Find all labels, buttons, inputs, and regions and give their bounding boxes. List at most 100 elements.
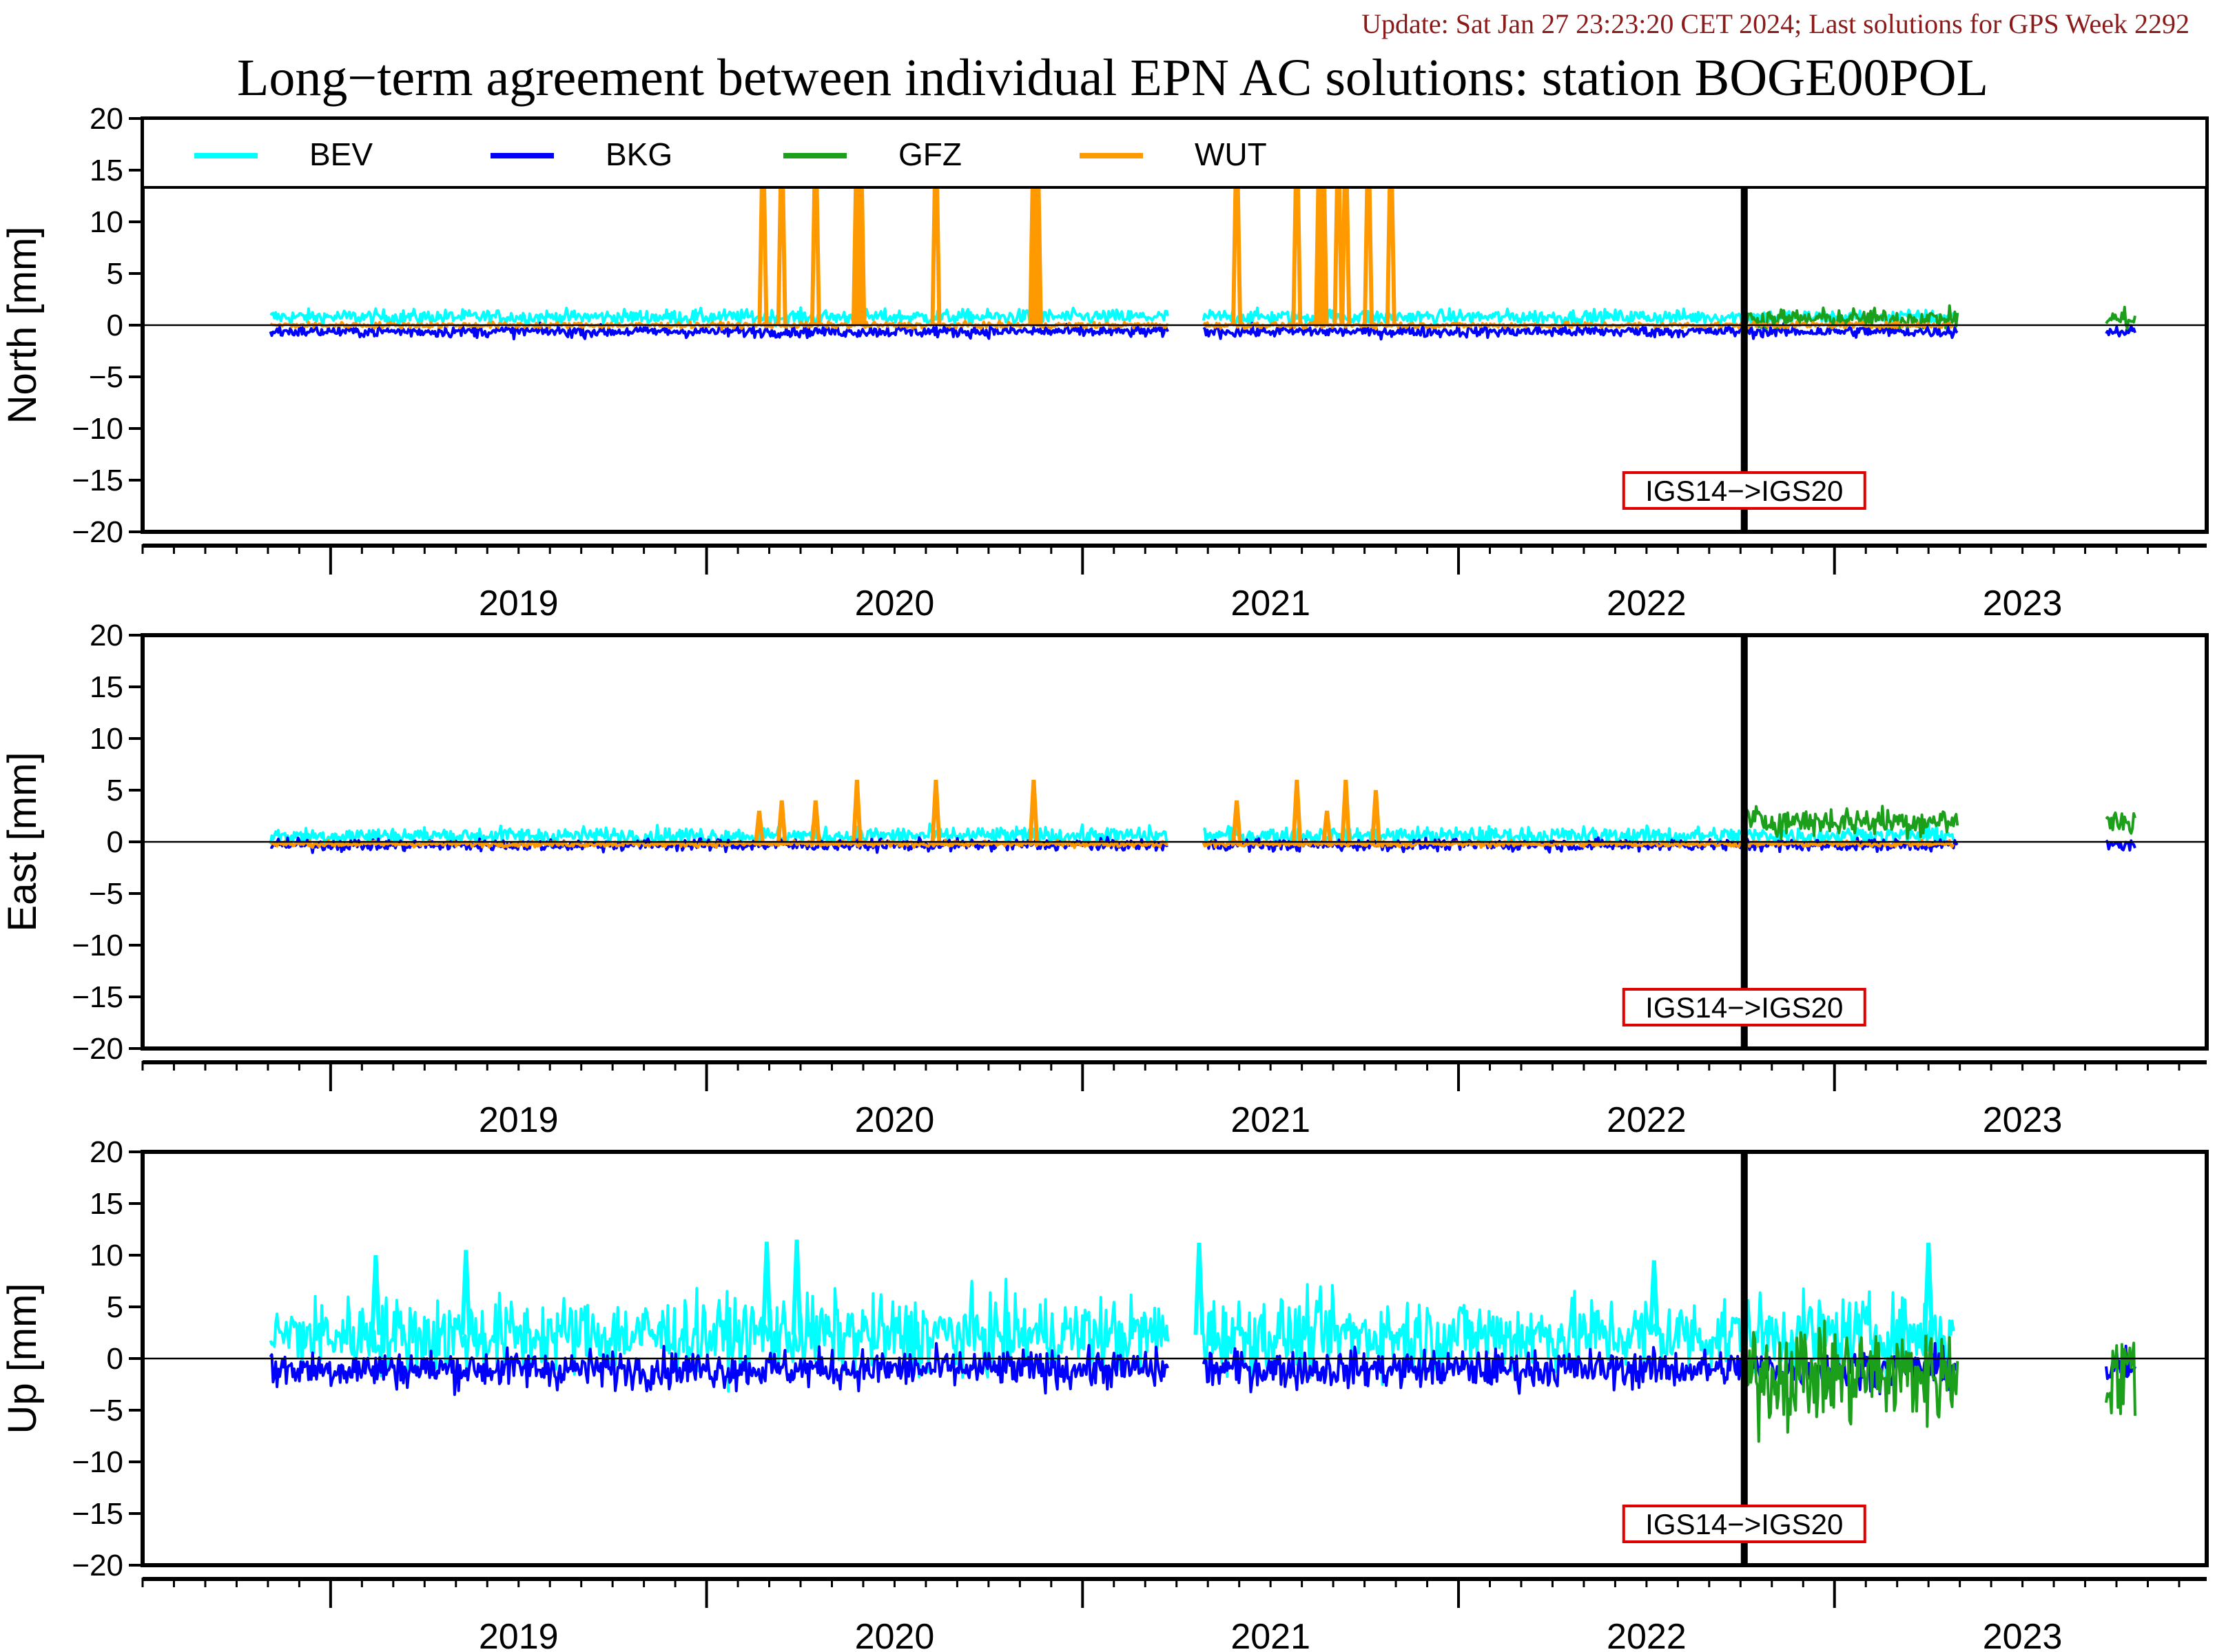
frame-change-box	[1622, 988, 1866, 1026]
x-tick-label: 2019	[479, 1617, 559, 1652]
spike-wut-10	[1370, 789, 1381, 845]
x-tick-label: 2023	[1983, 1100, 2063, 1140]
y-tick-label: 5	[107, 774, 123, 807]
y-tick-label: −15	[72, 464, 123, 497]
spike-wut-4	[855, 118, 867, 326]
frame-change-box	[1622, 1505, 1866, 1543]
spike-bev-1	[460, 1250, 472, 1335]
frame-change-label: IGS14−>IGS20	[1645, 475, 1843, 507]
spike-wut-9	[1291, 118, 1303, 326]
y-tick-label: −5	[89, 877, 123, 911]
spike-wut-13	[1340, 118, 1352, 326]
y-tick-label: −15	[72, 1497, 123, 1531]
y-tick-label: 15	[90, 670, 123, 704]
update-text: Update: Sat Jan 27 23:23:20 CET 2024; La…	[1361, 8, 2189, 39]
spike-wut-8	[1321, 810, 1333, 845]
legend-label-bev: BEV	[309, 136, 373, 172]
spike-wut-8	[1231, 118, 1243, 326]
spike-wut-3	[851, 779, 863, 845]
y-axis-label: East [mm]	[0, 752, 45, 931]
spike-wut-5	[930, 118, 942, 326]
panel-north: IGS14−>IGS20 20 15 10 5 0 −5 −10 −15 −20 North [mm…	[0, 102, 2209, 623]
y-tick-label: −5	[89, 360, 123, 394]
frame-change-box	[1622, 471, 1866, 510]
x-tick-label: 2022	[1607, 584, 1687, 623]
y-tick-label: −10	[72, 412, 123, 446]
frame-change-label: IGS14−>IGS20	[1645, 991, 1843, 1024]
spike-wut-2	[810, 118, 821, 326]
y-axis-label: Up [mm]	[0, 1283, 45, 1434]
y-tick-label: 20	[90, 1135, 123, 1169]
spike-bev-2	[761, 1241, 772, 1335]
spike-wut-1	[776, 118, 787, 326]
y-tick-label: −20	[72, 1032, 123, 1066]
spike-wut-6	[1231, 800, 1243, 845]
spike-bev-0	[370, 1255, 382, 1335]
spike-bev-5	[1648, 1260, 1660, 1335]
spike-bev-6	[1923, 1242, 1935, 1335]
y-tick-label: −5	[89, 1394, 123, 1427]
x-tick-label: 2020	[855, 1100, 935, 1140]
spike-wut-4	[930, 779, 942, 845]
legend: BEV BKG GFZ WUT	[141, 117, 2208, 189]
y-tick-label: 0	[107, 825, 123, 859]
spike-wut-15	[1385, 118, 1397, 326]
chart-title: Long−term agreement between individual E…	[237, 49, 1988, 107]
x-tick-label: 2020	[855, 584, 935, 623]
frame-change-label: IGS14−>IGS20	[1645, 1508, 1843, 1540]
x-tick-label: 2023	[1983, 1617, 2063, 1652]
spike-wut-0	[757, 118, 769, 326]
y-tick-label: 20	[90, 102, 123, 136]
y-tick-label: −15	[72, 980, 123, 1014]
panels-group: IGS14−>IGS20 20 15 10 5 0 −5 −10 −15 −20 North [mm…	[0, 102, 2209, 1652]
y-tick-label: −10	[72, 929, 123, 962]
spike-wut-11	[1317, 118, 1329, 326]
spike-wut-2	[810, 800, 821, 845]
y-tick-label: 10	[90, 722, 123, 756]
legend-box	[141, 117, 2208, 189]
series-gfz	[1742, 805, 2136, 840]
y-tick-label: 10	[90, 1239, 123, 1272]
y-tick-label: 0	[107, 1342, 123, 1376]
x-tick-label: 2021	[1230, 584, 1310, 623]
x-tick-label: 2023	[1983, 584, 2063, 623]
spike-wut-12	[1332, 118, 1344, 326]
y-axis-label: North [mm]	[0, 227, 45, 424]
x-tick-label: 2021	[1230, 1617, 1310, 1652]
y-tick-label: 10	[90, 205, 123, 239]
x-tick-label: 2022	[1607, 1617, 1687, 1652]
spike-wut-14	[1363, 118, 1374, 326]
y-tick-label: 15	[90, 1187, 123, 1221]
x-tick-label: 2022	[1607, 1100, 1687, 1140]
spike-wut-0	[753, 810, 765, 845]
plot-area	[269, 118, 2136, 341]
legend-label-bkg: BKG	[606, 136, 672, 172]
y-tick-label: −20	[72, 1549, 123, 1582]
series-gfz	[1743, 304, 2136, 330]
plot-area	[269, 1239, 2136, 1443]
series-gfz	[1742, 1312, 2136, 1443]
spike-wut-1	[776, 800, 787, 845]
spike-bev-4	[1193, 1242, 1205, 1335]
x-tick-label: 2019	[479, 584, 559, 623]
y-tick-label: 15	[90, 154, 123, 187]
x-tick-label: 2020	[855, 1617, 935, 1652]
x-tick-label: 2019	[479, 1100, 559, 1140]
spike-bev-3	[791, 1239, 803, 1335]
y-tick-label: 20	[90, 619, 123, 652]
y-tick-label: −20	[72, 515, 123, 549]
spike-wut-5	[1028, 779, 1040, 845]
spike-wut-9	[1340, 779, 1352, 845]
panel-east: IGS14−>IGS20 20 15 10 5 0 −5 −10 −15 −20 East [mm]…	[0, 619, 2209, 1140]
legend-label-wut: WUT	[1195, 136, 1267, 172]
spike-wut-7	[1291, 779, 1303, 845]
panel-up: IGS14−>IGS20 20 15 10 5 0 −5 −10 −15 −20 Up [mm] 20…	[0, 1135, 2209, 1652]
legend-label-gfz: GFZ	[898, 136, 962, 172]
y-tick-label: 0	[107, 309, 123, 342]
y-tick-label: 5	[107, 1290, 123, 1324]
y-tick-label: 5	[107, 257, 123, 291]
spike-wut-7	[1031, 118, 1043, 326]
x-tick-label: 2021	[1230, 1100, 1310, 1140]
y-tick-label: −10	[72, 1445, 123, 1479]
